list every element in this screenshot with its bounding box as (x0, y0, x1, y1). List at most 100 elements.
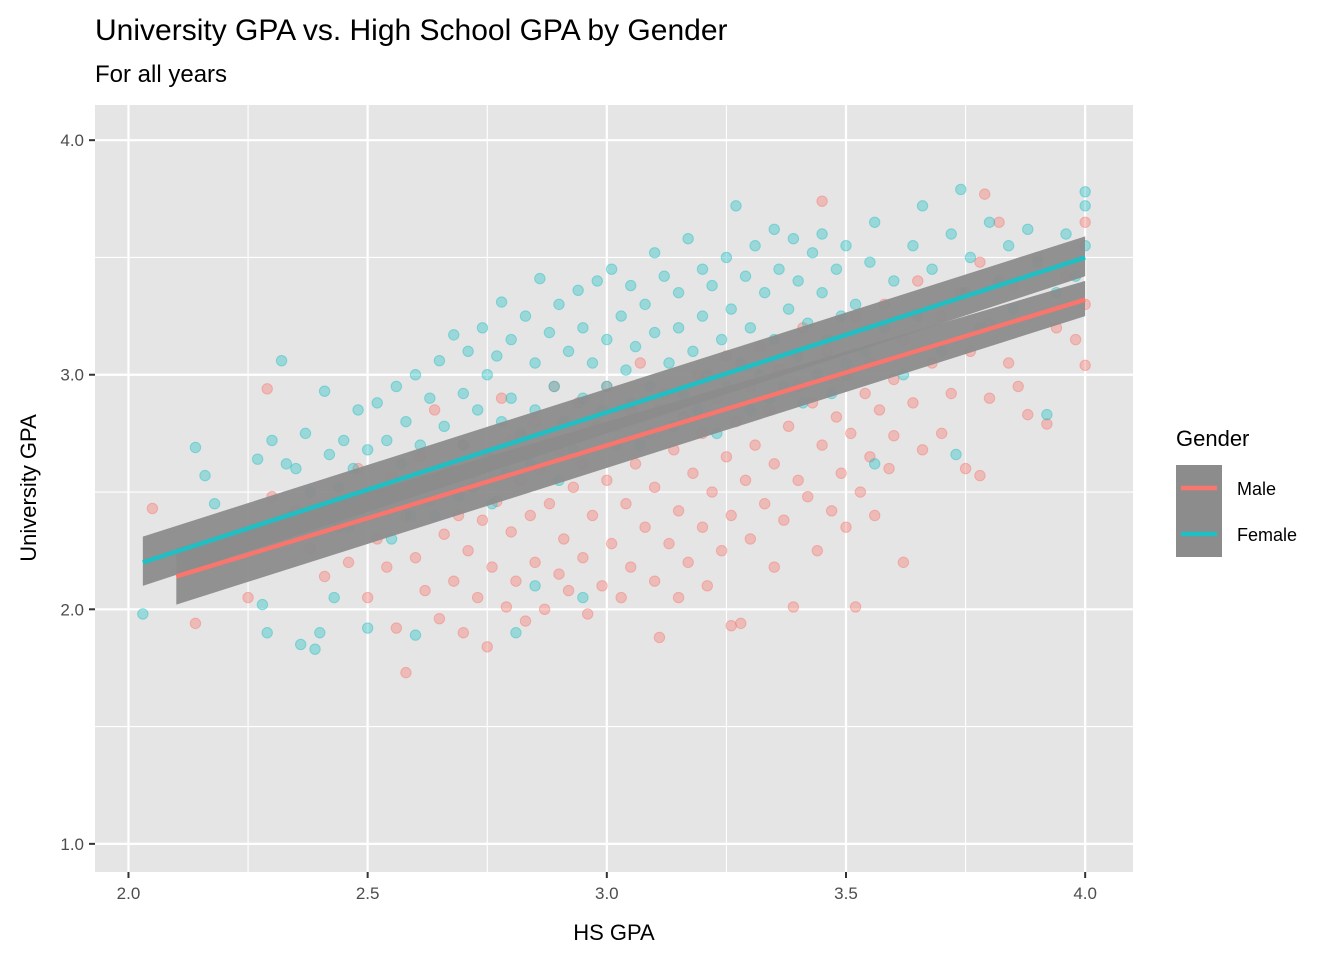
male-point (840, 521, 852, 533)
female-point (605, 263, 618, 275)
female-point (323, 448, 336, 461)
male-point (1069, 333, 1082, 346)
female-point (208, 498, 221, 510)
male-point (462, 544, 474, 557)
female-point (572, 284, 584, 296)
male-point (605, 537, 618, 550)
male-point (802, 491, 814, 503)
female-point (476, 322, 489, 334)
male-point (553, 568, 565, 580)
female-point (529, 580, 541, 592)
female-point (849, 298, 862, 311)
female-point (648, 326, 661, 339)
female-point (299, 427, 312, 440)
male-point (758, 498, 771, 510)
male-point (725, 509, 737, 522)
female-point (409, 369, 422, 381)
female-point (782, 303, 795, 315)
female-point (739, 270, 752, 282)
male-point (825, 505, 838, 517)
male-point (146, 502, 159, 515)
female-point (481, 369, 493, 381)
male-point (696, 521, 709, 533)
male-point (859, 387, 871, 400)
female-point (806, 247, 819, 259)
male-point (381, 561, 393, 573)
fits-layer (142, 255, 1086, 579)
male-point (916, 444, 929, 456)
male-point (778, 514, 790, 526)
female-point (682, 232, 694, 245)
female-point (787, 232, 800, 245)
male-point (620, 498, 632, 510)
male-point (428, 404, 441, 416)
female-point (888, 275, 900, 287)
female-point (1079, 200, 1091, 212)
female-point (577, 322, 589, 334)
male-point (653, 631, 666, 644)
male-point (639, 521, 651, 533)
male-point (792, 474, 804, 486)
male-point (744, 533, 757, 545)
male-point (854, 486, 867, 498)
chart-subtitle: For all years (95, 61, 227, 88)
chart-title: University GPA vs. High School GPA by Ge… (95, 14, 728, 47)
male-point (811, 544, 823, 557)
female-point (687, 345, 699, 357)
female-point (409, 629, 422, 641)
female-point (625, 279, 637, 292)
male-point (883, 462, 895, 475)
female-point (462, 345, 474, 357)
female-point (773, 263, 785, 275)
grid-minor (95, 105, 1133, 872)
female-point (371, 397, 383, 409)
female-point (534, 272, 546, 285)
male-point (1002, 357, 1015, 369)
male-point (912, 275, 924, 287)
x-tick-label: 3.0 (595, 884, 619, 903)
male-point (701, 580, 713, 592)
male-point (983, 392, 996, 404)
male-point (739, 474, 752, 486)
male-point (318, 570, 331, 583)
female-point (505, 392, 517, 404)
male-point (390, 622, 403, 634)
male-point (648, 575, 661, 587)
male-point (830, 411, 843, 423)
y-tick-label: 3.0 (60, 366, 84, 385)
female-point (725, 303, 737, 315)
female-point (816, 228, 828, 240)
x-tick-label: 3.5 (834, 884, 858, 903)
female-point (615, 310, 627, 322)
male-point (448, 575, 460, 587)
female-point (361, 444, 374, 456)
male-point (634, 357, 647, 369)
female-point (964, 251, 977, 264)
male-point (586, 509, 599, 522)
female-point (314, 627, 326, 639)
x-tick-label: 4.0 (1073, 884, 1097, 903)
male-point (1041, 418, 1053, 430)
legend: Gender Male Female (1176, 426, 1297, 557)
male-point (400, 666, 412, 679)
male-point (242, 591, 254, 604)
male-point (672, 591, 685, 604)
male-point (935, 427, 948, 440)
female-point (328, 591, 340, 604)
male-point (409, 551, 422, 564)
female-point (639, 298, 651, 311)
male-point (735, 617, 747, 630)
male-point (419, 584, 431, 597)
female-point (309, 643, 321, 655)
female-point (768, 223, 780, 236)
male-point (438, 528, 450, 540)
male-point (993, 216, 1005, 228)
male-point (562, 584, 575, 597)
male-point (433, 612, 446, 625)
male-point (471, 591, 484, 604)
male-point (687, 467, 699, 479)
female-point (261, 627, 273, 639)
female-point (658, 270, 670, 282)
